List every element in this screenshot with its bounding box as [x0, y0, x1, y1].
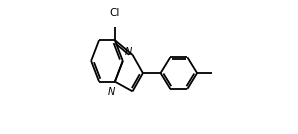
Text: N: N	[125, 47, 132, 57]
Text: Cl: Cl	[110, 8, 120, 18]
Text: N: N	[108, 87, 115, 97]
